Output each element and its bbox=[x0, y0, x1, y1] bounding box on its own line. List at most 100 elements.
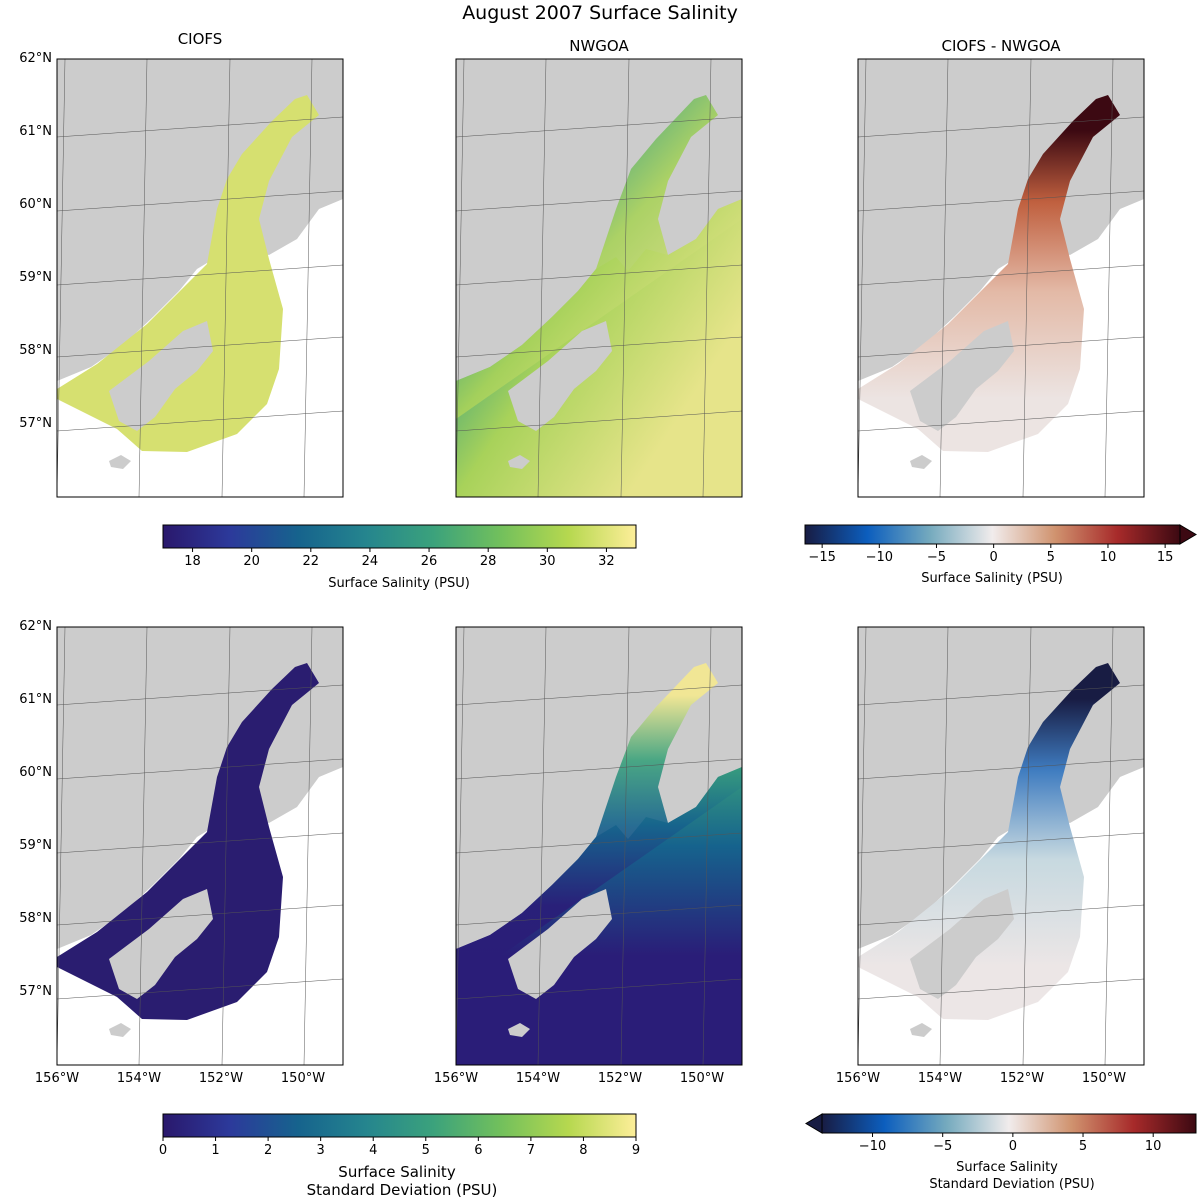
islands bbox=[910, 455, 932, 469]
ciofs-title: CIOFS bbox=[177, 30, 223, 48]
meridian-line bbox=[857, 626, 867, 1066]
kodiak-island bbox=[910, 889, 1014, 999]
parallel-line bbox=[455, 832, 743, 854]
colorbar-label: Surface Salinity bbox=[338, 1163, 456, 1181]
colorbar-tick-label: 5 bbox=[1078, 1139, 1088, 1154]
lat-tick-label: 61°N bbox=[19, 692, 52, 707]
colorbar-tick-label: 4 bbox=[369, 1143, 378, 1158]
colorbar-label: Surface Salinity (PSU) bbox=[921, 571, 1063, 586]
meridian-line bbox=[939, 626, 949, 1066]
axes-frame bbox=[857, 58, 1145, 498]
parallel-line bbox=[56, 684, 344, 706]
colorbar-tick-label: 2 bbox=[263, 1143, 273, 1158]
lat-tick-label: 61°N bbox=[19, 124, 52, 139]
meridian-line bbox=[857, 58, 867, 498]
parallel-line bbox=[857, 832, 1145, 854]
meridian-line bbox=[1022, 626, 1032, 1066]
lon-tick-label: 154°W bbox=[917, 1071, 963, 1086]
model-domain bbox=[858, 663, 1120, 1020]
lon-tick-label: 156°W bbox=[433, 1071, 479, 1086]
axes-frame bbox=[56, 58, 344, 498]
colorbar-tick-label: 5 bbox=[421, 1143, 430, 1158]
parallel-line bbox=[857, 190, 1145, 212]
parallel-line bbox=[56, 336, 344, 358]
axes-frame bbox=[56, 626, 344, 1066]
lat-tick-label: 60°N bbox=[19, 197, 52, 212]
colorbar-mean_diff bbox=[804, 524, 1197, 548]
lat-tick-label: 59°N bbox=[19, 838, 52, 853]
colorbar-label: Standard Deviation (PSU) bbox=[306, 1181, 498, 1199]
lat-tick-label: 58°N bbox=[19, 911, 52, 926]
colorbar-tick-label: 30 bbox=[539, 554, 556, 569]
lon-tick-label: 152°W bbox=[597, 1071, 643, 1086]
parallel-line bbox=[56, 116, 344, 138]
islands bbox=[109, 1023, 131, 1037]
parallel-line bbox=[455, 116, 743, 138]
colorbar-tick-label: −15 bbox=[808, 550, 836, 565]
ciofs-std-map bbox=[56, 626, 344, 1066]
model-domain bbox=[858, 95, 1120, 452]
colorbar-tick-label: −5 bbox=[933, 1139, 953, 1154]
colorbar-label: Standard Deviation (PSU) bbox=[929, 1177, 1095, 1192]
colorbar-tick-label: 0 bbox=[1008, 1139, 1017, 1154]
axes-frame bbox=[857, 626, 1145, 1066]
parallel-line bbox=[857, 264, 1145, 286]
lat-tick-label: 59°N bbox=[19, 270, 52, 285]
lon-tick-label: 152°W bbox=[198, 1071, 244, 1086]
diff-std-map bbox=[857, 626, 1145, 1066]
colorbar-tick-label: 9 bbox=[631, 1143, 641, 1158]
meridian-line bbox=[455, 626, 465, 1066]
meridian-line bbox=[537, 58, 547, 498]
meridian-line bbox=[138, 58, 148, 498]
parallel-line bbox=[56, 832, 344, 854]
kodiak-island bbox=[109, 889, 213, 999]
meridian-line bbox=[56, 626, 66, 1066]
parallel-line bbox=[56, 904, 344, 926]
lat-tick-label: 57°N bbox=[19, 416, 52, 431]
parallel-line bbox=[56, 758, 344, 780]
islands bbox=[109, 455, 131, 469]
meridian-line bbox=[56, 58, 66, 498]
colorbar-tick-label: 24 bbox=[361, 554, 379, 569]
lon-tick-label: 150°W bbox=[1081, 1071, 1127, 1086]
colorbar-tick-label: 22 bbox=[302, 554, 320, 569]
nwgoa-mean-map bbox=[455, 58, 743, 498]
parallel-line bbox=[857, 116, 1145, 138]
kodiak-island bbox=[508, 321, 612, 431]
lat-tick-label: 58°N bbox=[19, 343, 52, 358]
model-domain bbox=[57, 95, 319, 452]
meridian-line bbox=[620, 626, 630, 1066]
parallel-line bbox=[455, 978, 743, 1000]
parallel-line bbox=[56, 410, 344, 432]
lon-tick-label: 156°W bbox=[34, 1071, 80, 1086]
lon-tick-label: 150°W bbox=[280, 1071, 326, 1086]
parallel-line bbox=[857, 978, 1145, 1000]
parallel-line bbox=[857, 904, 1145, 926]
meridian-line bbox=[702, 626, 712, 1066]
islands bbox=[508, 455, 530, 469]
nwgoa-std-map bbox=[455, 626, 743, 1066]
meridian-line bbox=[303, 58, 313, 498]
meridian-line bbox=[221, 58, 231, 498]
colorbar-frame bbox=[162, 1113, 637, 1138]
meridian-line bbox=[702, 58, 712, 498]
parallel-line bbox=[56, 264, 344, 286]
colorbar-tick-label: 0 bbox=[989, 550, 998, 565]
meridian-line bbox=[1104, 626, 1114, 1066]
colorbar-tick-label: 28 bbox=[479, 554, 497, 569]
lat-tick-label: 62°N bbox=[19, 619, 52, 634]
colorbar-frame bbox=[821, 1113, 1197, 1134]
meridian-line bbox=[303, 626, 313, 1066]
parallel-line bbox=[455, 410, 743, 432]
lon-tick-label: 154°W bbox=[116, 1071, 162, 1086]
extend-min-arrow bbox=[805, 1113, 823, 1134]
colorbar-tick-label: −10 bbox=[865, 550, 894, 565]
ciofs-mean-map bbox=[56, 58, 344, 498]
diff-title: CIOFS - NWGOA bbox=[941, 37, 1061, 55]
colorbar-tick-label: 5 bbox=[1046, 550, 1055, 565]
colorbar-label: Surface Salinity bbox=[956, 1160, 1058, 1175]
lat-tick-label: 57°N bbox=[19, 984, 52, 999]
axes-frame bbox=[455, 626, 743, 1066]
colorbar-tick-label: 6 bbox=[474, 1143, 483, 1158]
colorbar-tick-label: 1 bbox=[211, 1143, 220, 1158]
